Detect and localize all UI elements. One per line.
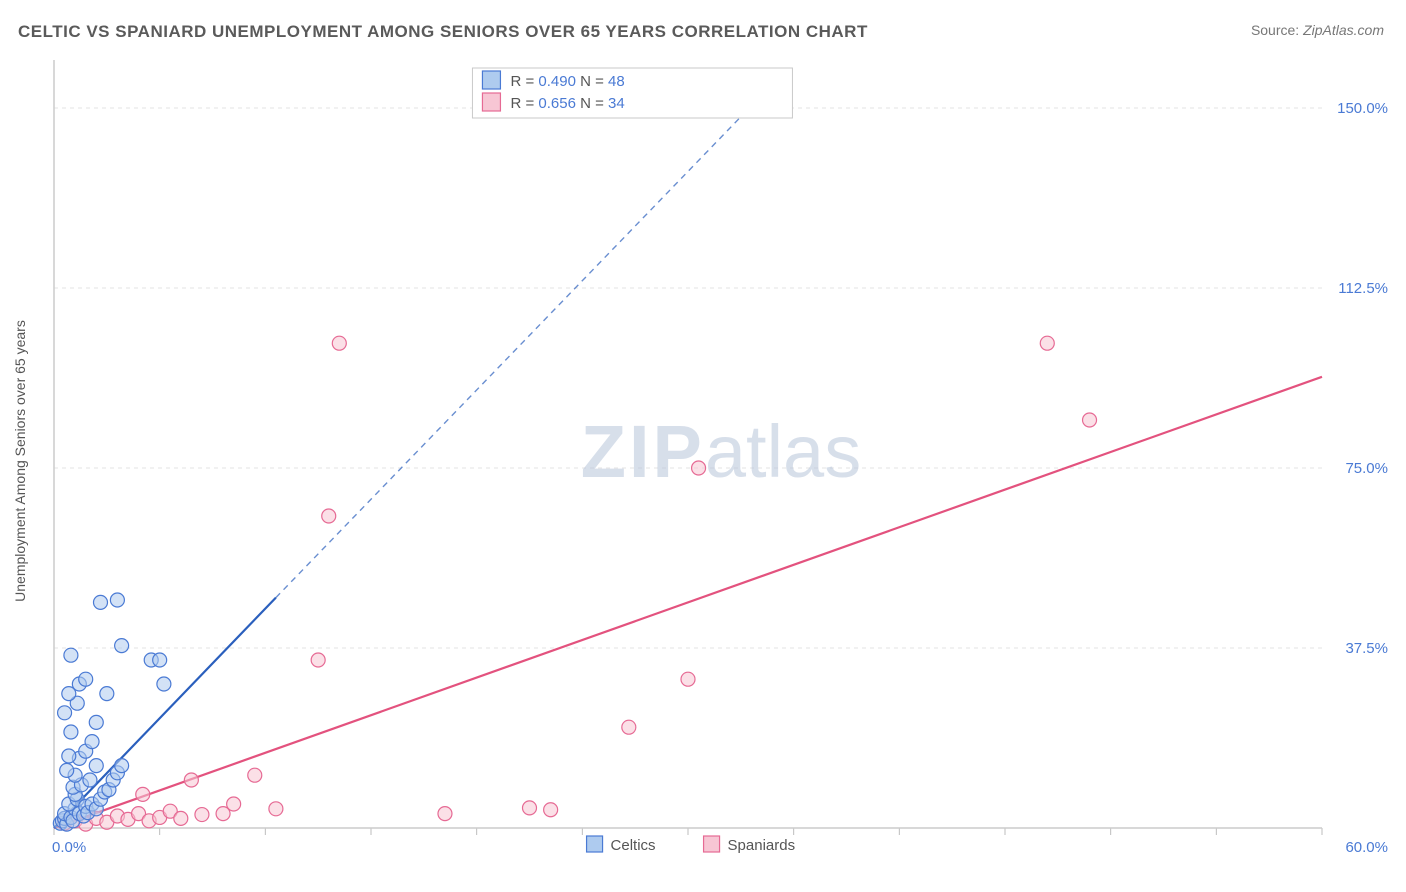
series-legend: Celtics Spaniards [587, 836, 796, 854]
data-point [311, 653, 325, 667]
y-tick-label: 150.0% [1337, 100, 1388, 117]
data-point [115, 639, 129, 653]
data-point [93, 595, 107, 609]
data-point [64, 725, 78, 739]
data-point [544, 803, 558, 817]
x-min-label: 0.0% [52, 839, 86, 856]
data-point [1040, 336, 1054, 350]
data-point [227, 797, 241, 811]
chart-title: CELTIC VS SPANIARD UNEMPLOYMENT AMONG SE… [18, 22, 868, 42]
watermark: ZIPatlas [581, 410, 861, 493]
correlation-legend-row: R = 0.490 N = 48 [510, 73, 624, 90]
data-point [248, 768, 262, 782]
data-point [157, 677, 171, 691]
data-point [184, 773, 198, 787]
correlation-legend-row: R = 0.656 N = 34 [510, 95, 624, 112]
data-point [85, 735, 99, 749]
source-label: Source: [1251, 22, 1299, 38]
data-point [681, 672, 695, 686]
data-point [115, 759, 129, 773]
x-max-label: 60.0% [1345, 839, 1388, 856]
legend-series-label: Celtics [611, 837, 656, 854]
data-point [89, 715, 103, 729]
data-point [438, 807, 452, 821]
data-point [79, 672, 93, 686]
data-point [332, 336, 346, 350]
y-tick-label: 112.5% [1338, 280, 1388, 297]
data-point [622, 720, 636, 734]
data-point [174, 811, 188, 825]
data-point [1083, 413, 1097, 427]
scatter-plot: 37.5% 75.0% 112.5% 150.0% ZIPatlas 0.0% 60.0% R… [48, 60, 1394, 862]
data-point [523, 801, 537, 815]
data-point [62, 749, 76, 763]
data-point [136, 787, 150, 801]
data-point [195, 808, 209, 822]
legend-series-label: Spaniards [728, 837, 796, 854]
data-point [692, 461, 706, 475]
source-value: ZipAtlas.com [1303, 22, 1384, 38]
data-point [83, 773, 97, 787]
y-tick-label: 75.0% [1345, 460, 1388, 477]
data-point [269, 802, 283, 816]
data-point [64, 648, 78, 662]
y-tick-label: 37.5% [1345, 640, 1388, 657]
data-point [153, 653, 167, 667]
data-point [89, 759, 103, 773]
chart-container: CELTIC VS SPANIARD UNEMPLOYMENT AMONG SE… [0, 0, 1406, 892]
data-point [60, 763, 74, 777]
data-point [322, 509, 336, 523]
data-point [100, 687, 114, 701]
source-credit: Source: ZipAtlas.com [1251, 22, 1384, 38]
data-point [58, 706, 72, 720]
data-point [110, 593, 124, 607]
y-axis-label: Unemployment Among Seniors over 65 years [12, 320, 28, 602]
plot-area: Unemployment Among Seniors over 65 years… [48, 60, 1394, 862]
